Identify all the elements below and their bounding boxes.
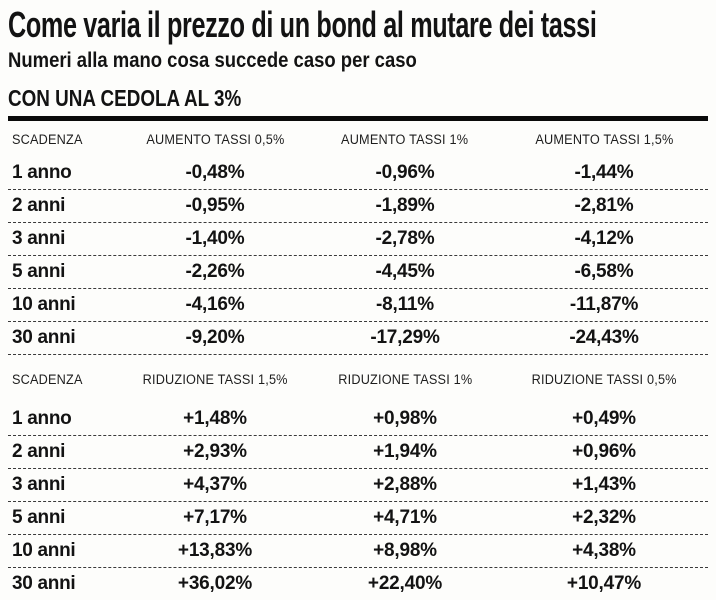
value-cell: -6,58%: [574, 261, 634, 282]
column-header-reduction-1_5: RIDUZIONE TASSI 1,5%: [142, 371, 288, 387]
value-cell: -2,78%: [375, 228, 435, 249]
table-row: 1 anno +1,48% +0,98% +0,49%: [8, 403, 708, 436]
maturity-cell: 2 anni: [12, 441, 66, 462]
value-cell: -0,96%: [375, 162, 435, 183]
value-cell: -17,29%: [370, 327, 440, 348]
value-cell: -4,45%: [375, 261, 435, 282]
value-cell: +2,93%: [183, 441, 247, 462]
page-title-text: Come varia il prezzo di un bond al mutar…: [8, 4, 597, 45]
table-row: 3 anni +4,37% +2,88% +1,43%: [8, 469, 708, 502]
column-header-maturity: SCADENZA: [12, 131, 83, 147]
page-subtitle-text: Numeri alla mano cosa succede caso per c…: [8, 49, 417, 72]
value-cell: -2,81%: [574, 195, 634, 216]
value-cell: +1,48%: [183, 408, 247, 429]
page-title: Come varia il prezzo di un bond al mutar…: [8, 6, 708, 44]
table-row: 3 anni -1,40% -2,78% -4,12%: [8, 223, 708, 256]
value-cell: -2,26%: [185, 261, 245, 282]
value-cell: -24,43%: [569, 327, 639, 348]
value-cell: +4,71%: [373, 507, 437, 528]
value-cell: -1,89%: [375, 195, 435, 216]
value-cell: +2,88%: [373, 474, 437, 495]
value-cell: +0,96%: [572, 441, 636, 462]
maturity-cell: 5 anni: [12, 507, 66, 528]
maturity-cell: 10 anni: [12, 294, 76, 315]
value-cell: +22,40%: [367, 573, 443, 594]
rate-increase-table: SCADENZA AUMENTO TASSI 0,5% AUMENTO TASS…: [8, 121, 708, 355]
maturity-cell: 1 anno: [12, 408, 72, 429]
table-row: 30 anni +36,02% +22,40% +10,47%: [8, 568, 708, 600]
value-cell: -8,11%: [376, 294, 434, 315]
value-cell: +13,83%: [177, 540, 253, 561]
maturity-cell: 1 anno: [12, 162, 72, 183]
maturity-cell: 2 anni: [12, 195, 66, 216]
value-cell: +1,94%: [373, 441, 437, 462]
value-cell: +1,43%: [572, 474, 636, 495]
maturity-cell: 3 anni: [12, 228, 66, 249]
value-cell: +0,49%: [572, 408, 636, 429]
value-cell: -9,20%: [185, 327, 245, 348]
value-cell: -4,16%: [185, 294, 245, 315]
maturity-cell: 10 anni: [12, 540, 76, 561]
value-cell: -0,95%: [185, 195, 245, 216]
table-row: 1 anno -0,48% -0,96% -1,44%: [8, 157, 708, 190]
table-row: 2 anni -0,95% -1,89% -2,81%: [8, 190, 708, 223]
value-cell: +10,47%: [566, 573, 642, 594]
table-row: 10 anni -4,16% -8,11% -11,87%: [8, 289, 708, 322]
section-label: CON UNA CEDOLA AL 3%: [8, 85, 242, 111]
column-header-reduction-1: RIDUZIONE TASSI 1%: [337, 371, 473, 387]
table-header-row: SCADENZA AUMENTO TASSI 0,5% AUMENTO TASS…: [8, 121, 708, 157]
table-row: 5 anni +7,17% +4,71% +2,32%: [8, 502, 708, 535]
value-cell: +8,98%: [373, 540, 437, 561]
table-row: 30 anni -9,20% -17,29% -24,43%: [8, 322, 708, 355]
value-cell: -0,48%: [185, 162, 245, 183]
column-header-increase-1_5: AUMENTO TASSI 1,5%: [534, 131, 674, 147]
section-header: CON UNA CEDOLA AL 3%: [8, 85, 708, 121]
column-header-maturity: SCADENZA: [12, 371, 83, 387]
table-header-row: SCADENZA RIDUZIONE TASSI 1,5% RIDUZIONE …: [8, 355, 708, 403]
value-cell: +4,37%: [183, 474, 247, 495]
value-cell: +2,32%: [572, 507, 636, 528]
maturity-cell: 30 anni: [12, 327, 76, 348]
maturity-cell: 5 anni: [12, 261, 66, 282]
value-cell: +4,38%: [572, 540, 636, 561]
value-cell: -1,40%: [185, 228, 245, 249]
value-cell: -4,12%: [574, 228, 634, 249]
table-row: 5 anni -2,26% -4,45% -6,58%: [8, 256, 708, 289]
page-subtitle: Numeri alla mano cosa succede caso per c…: [8, 48, 708, 73]
table-row: 10 anni +13,83% +8,98% +4,38%: [8, 535, 708, 568]
value-cell: -11,87%: [569, 294, 639, 315]
rate-reduction-table: SCADENZA RIDUZIONE TASSI 1,5% RIDUZIONE …: [8, 355, 708, 600]
value-cell: +0,98%: [373, 408, 437, 429]
column-header-increase-0_5: AUMENTO TASSI 0,5%: [145, 131, 285, 147]
column-header-reduction-0_5: RIDUZIONE TASSI 0,5%: [531, 371, 677, 387]
column-header-increase-1: AUMENTO TASSI 1%: [341, 131, 469, 147]
maturity-cell: 3 anni: [12, 474, 66, 495]
value-cell: -1,44%: [574, 162, 634, 183]
maturity-cell: 30 anni: [12, 573, 76, 594]
value-cell: +7,17%: [183, 507, 247, 528]
value-cell: +36,02%: [177, 573, 253, 594]
table-row: 2 anni +2,93% +1,94% +0,96%: [8, 436, 708, 469]
